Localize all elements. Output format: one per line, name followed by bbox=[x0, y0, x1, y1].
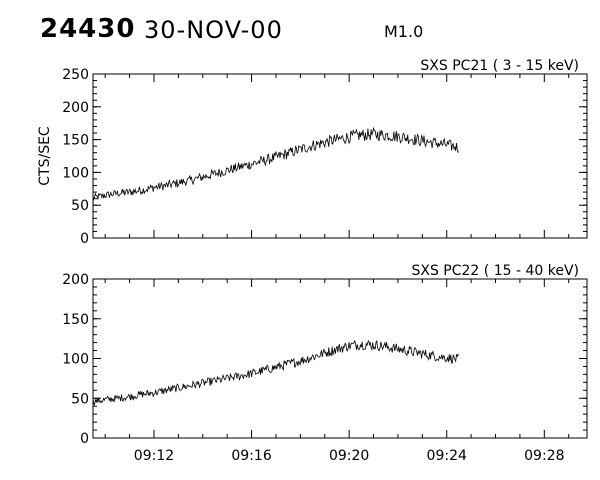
x-tick-label: 09:16 bbox=[231, 448, 271, 464]
chart-title: SXS PC21 ( 3 - 15 keV) bbox=[420, 58, 579, 74]
flare-class: M1.0 bbox=[384, 22, 424, 41]
event-date: 30-NOV-00 bbox=[144, 16, 283, 44]
chart-2: 0 50 100 150 200 09:12 09:16 09:20 09:24 09:28 SXS… bbox=[62, 263, 588, 464]
y-tick-label: 100 bbox=[62, 165, 89, 181]
x-tick-label: 09:20 bbox=[329, 448, 369, 464]
event-id: 24430 bbox=[40, 14, 136, 44]
y-tick-label: 250 bbox=[62, 67, 89, 83]
y-tick-label: 100 bbox=[62, 352, 89, 368]
y-tick-label: 200 bbox=[62, 100, 89, 116]
plot-frame bbox=[92, 73, 588, 239]
x-tick-label: 09:12 bbox=[134, 448, 174, 464]
y-tick-label: 50 bbox=[71, 391, 89, 407]
y-tick-label: 0 bbox=[80, 231, 89, 247]
y-tick-label: 150 bbox=[62, 133, 89, 149]
series-line bbox=[92, 339, 459, 406]
y-tick-label: 50 bbox=[71, 198, 89, 214]
series-line bbox=[92, 126, 460, 201]
chart-1: 0 50 100 150 200 250 SXS PC21 ( 3 - 15 keV) CTS… bbox=[37, 58, 588, 247]
chart-title: SXS PC22 ( 15 - 40 keV) bbox=[411, 263, 579, 279]
x-tick-label: 09:24 bbox=[427, 448, 467, 464]
y-tick-label: 150 bbox=[62, 312, 89, 328]
y-axis-label: CTS/SEC bbox=[37, 126, 53, 186]
plot-frame bbox=[92, 278, 588, 439]
y-tick-label: 0 bbox=[80, 431, 89, 447]
x-tick-label: 09:28 bbox=[524, 448, 564, 464]
y-tick-label: 200 bbox=[62, 272, 89, 288]
